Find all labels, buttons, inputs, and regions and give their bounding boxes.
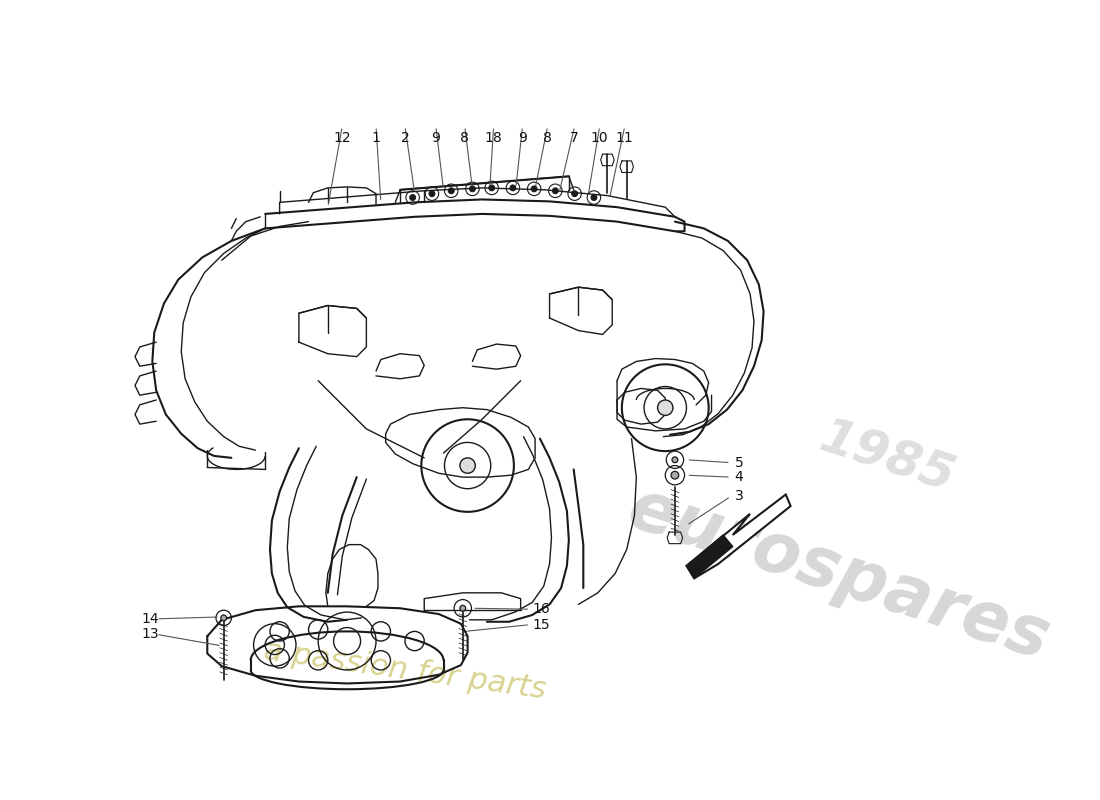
Text: 5: 5 bbox=[735, 456, 744, 470]
Circle shape bbox=[510, 185, 516, 190]
Text: 9: 9 bbox=[518, 130, 527, 145]
Text: 2: 2 bbox=[400, 130, 409, 145]
Text: 15: 15 bbox=[532, 618, 550, 632]
Text: a passion for parts: a passion for parts bbox=[262, 636, 548, 704]
Circle shape bbox=[671, 471, 679, 479]
Circle shape bbox=[531, 186, 537, 192]
Text: 14: 14 bbox=[142, 612, 160, 626]
Text: 9: 9 bbox=[431, 130, 440, 145]
Circle shape bbox=[221, 615, 227, 621]
Circle shape bbox=[552, 188, 558, 194]
Text: 1985: 1985 bbox=[814, 414, 960, 502]
Circle shape bbox=[460, 606, 465, 611]
Text: 13: 13 bbox=[142, 627, 160, 642]
Text: eurospares: eurospares bbox=[619, 474, 1058, 674]
Circle shape bbox=[460, 458, 475, 474]
Text: 3: 3 bbox=[735, 490, 744, 503]
Circle shape bbox=[572, 190, 578, 197]
Text: 7: 7 bbox=[570, 130, 579, 145]
Text: 4: 4 bbox=[735, 470, 744, 484]
Polygon shape bbox=[686, 494, 791, 578]
Circle shape bbox=[658, 400, 673, 415]
Circle shape bbox=[429, 190, 434, 197]
Text: 12: 12 bbox=[333, 130, 351, 145]
Text: 8: 8 bbox=[460, 130, 470, 145]
Polygon shape bbox=[686, 535, 733, 578]
Circle shape bbox=[591, 194, 597, 201]
Circle shape bbox=[672, 457, 678, 462]
Text: 1: 1 bbox=[372, 130, 381, 145]
Circle shape bbox=[488, 185, 495, 190]
Circle shape bbox=[410, 194, 416, 201]
Circle shape bbox=[449, 188, 454, 194]
Text: 18: 18 bbox=[485, 130, 503, 145]
Text: 8: 8 bbox=[543, 130, 552, 145]
Text: 11: 11 bbox=[616, 130, 634, 145]
Text: 10: 10 bbox=[591, 130, 608, 145]
Text: 16: 16 bbox=[532, 602, 550, 616]
Circle shape bbox=[470, 186, 475, 192]
